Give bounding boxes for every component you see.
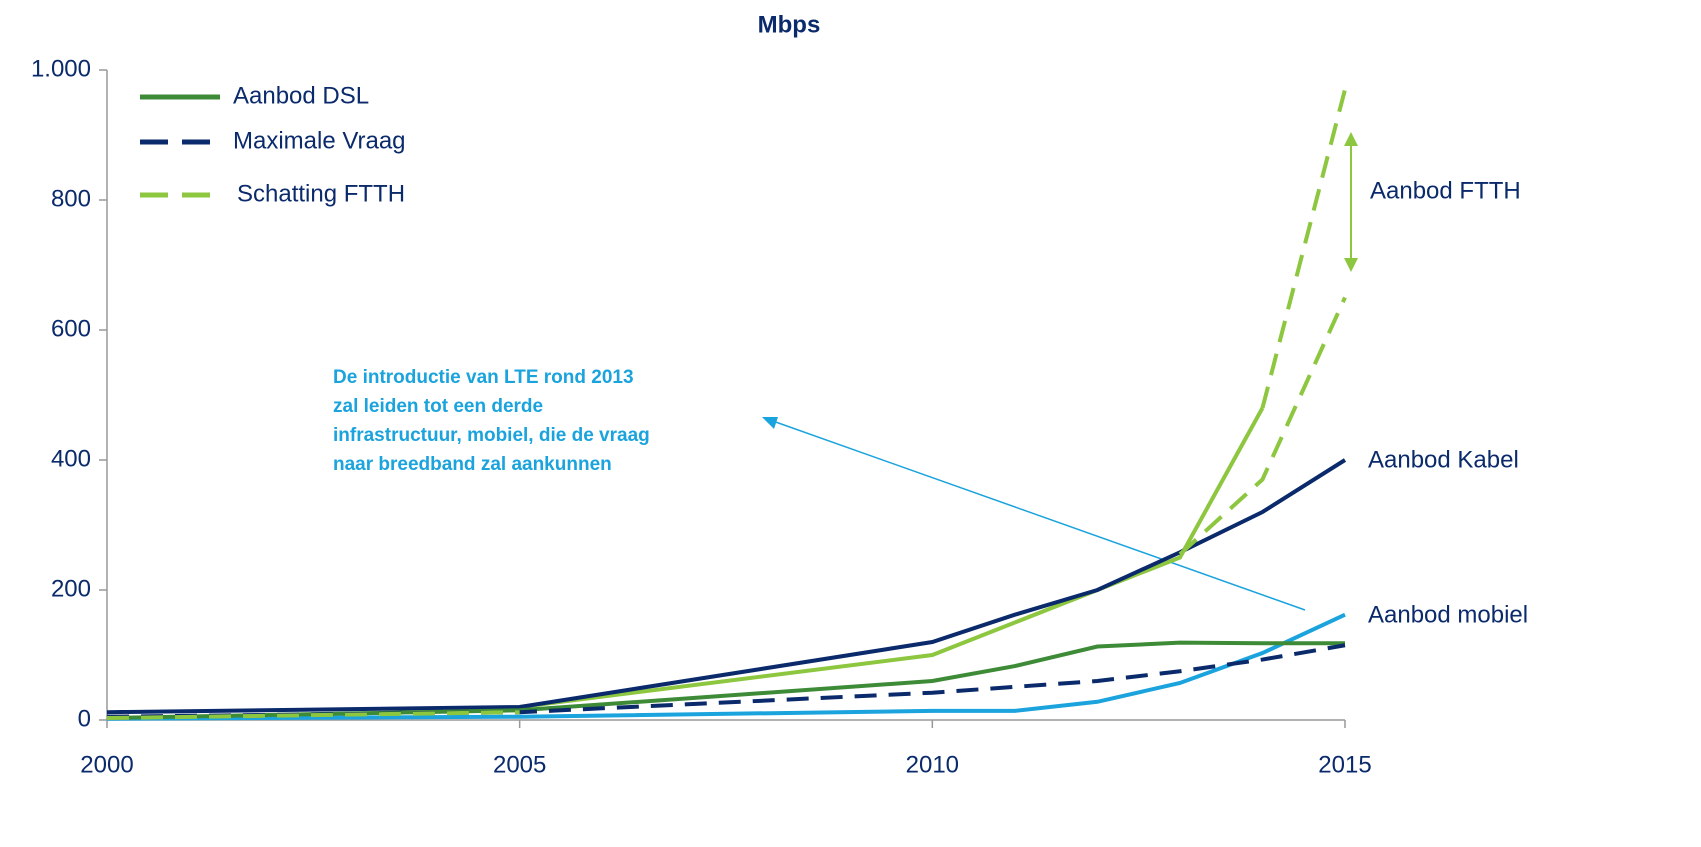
callout-text: De introductie van LTE rond 2013 (333, 367, 634, 388)
series-line (106, 643, 1346, 719)
y-tick-label: 600 (51, 315, 91, 342)
y-tick-label: 400 (51, 445, 91, 472)
x-tick-label: 2010 (906, 751, 959, 778)
annotation: Aanbod Kabel (1368, 446, 1519, 473)
series-line (106, 640, 1345, 721)
arrow-head (1344, 132, 1358, 146)
y-tick-label: 0 (78, 705, 91, 732)
legend-label: Schatting FTTH (237, 180, 405, 207)
legend-label: Maximale Vraag (233, 127, 406, 154)
annotation: Aanbod mobiel (1368, 601, 1528, 628)
x-tick-label: 2005 (493, 751, 546, 778)
arrow-head (762, 417, 778, 429)
y-tick-label: 200 (51, 575, 91, 602)
x-tick-label: 2015 (1318, 751, 1371, 778)
callout-text: infrastructuur, mobiel, die de vraag (333, 425, 650, 446)
y-tick-label: 1.000 (31, 55, 91, 82)
y-tick-label: 800 (51, 185, 91, 212)
legend-label: Aanbod DSL (233, 82, 369, 109)
annotation: Aanbod FTTH (1370, 177, 1521, 204)
callout-text: zal leiden tot een derde (333, 396, 543, 417)
series-line (106, 612, 1346, 721)
chart-title: Mbps (758, 11, 821, 38)
x-tick-label: 2000 (80, 751, 133, 778)
series-line (106, 88, 1347, 721)
callout-arrow (769, 419, 1306, 611)
series-line (106, 458, 1347, 715)
callout-text: naar breedband zal aankunnen (333, 454, 612, 475)
series-line (1178, 296, 1347, 556)
arrow-head (1344, 258, 1358, 272)
series-line (519, 407, 1265, 709)
